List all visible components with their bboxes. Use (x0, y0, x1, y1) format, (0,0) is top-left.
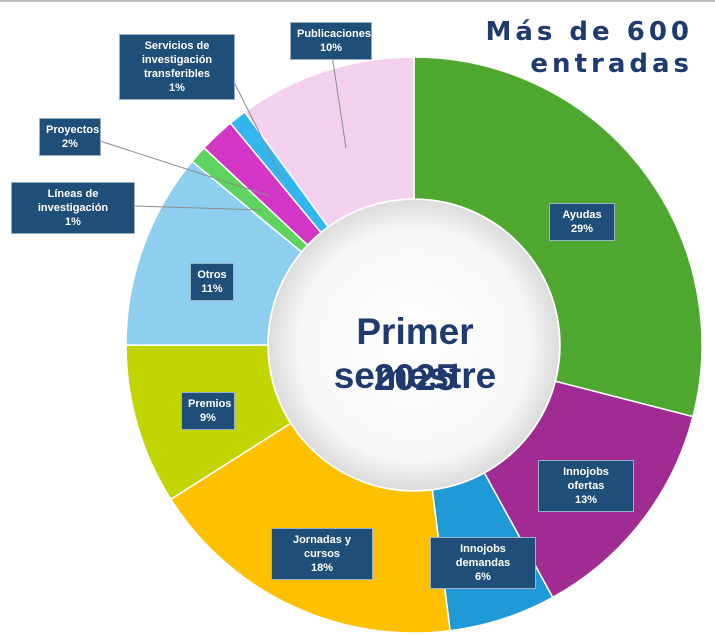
slice-label-lineas-de-investigacion: Líneas de investigación 1% (11, 182, 135, 234)
slice-label-name: Jornadas y cursos (292, 534, 352, 560)
slice-label-name: Innojobs ofertas (563, 466, 609, 492)
slice-label-value: 29% (570, 223, 594, 235)
slice-label-premios: Premios 9% (181, 392, 235, 430)
slice-label-publicaciones: Publicaciones 10% (290, 22, 372, 60)
slice-label-name: Innojobs demandas (455, 543, 511, 569)
slice-label-jornadas-y-cursos: Jornadas y cursos 18% (271, 528, 373, 580)
slice-label-name: Premios (188, 398, 232, 410)
slice-label-name: Publicaciones (297, 28, 371, 40)
donut-hole (269, 200, 559, 490)
slice-label-name: Ayudas (562, 209, 602, 221)
slice-label-innojobs-demandas: Innojobs demandas 6% (430, 537, 536, 589)
slice-label-value: 2% (62, 138, 78, 150)
slice-label-value: 10% (319, 42, 343, 54)
slice-label-value: 18% (310, 562, 334, 574)
slice-label-otros: Otros 11% (190, 263, 234, 301)
center-title-line-1: Primer semestre (333, 311, 497, 396)
leader-line-proyectos (99, 140, 271, 197)
slice-label-name: Líneas de investigación (37, 188, 109, 214)
leader-line-servicios-de-investigacion (233, 81, 284, 181)
headline-line-2: entradas (530, 49, 693, 79)
slice-label-value: 1% (169, 82, 185, 94)
slice-label-servicios-de-investigacion: Servicios de investigación transferibles… (119, 34, 235, 100)
slice-label-proyectos: Proyectos 2% (39, 118, 101, 156)
slice-label-value: 9% (200, 412, 216, 424)
slice-label-innojobs-ofertas: Innojobs ofertas 13% (538, 460, 634, 512)
slice-label-value: 13% (574, 494, 598, 506)
headline-line-1: Más de 600 (485, 17, 693, 47)
slice-label-value: 11% (201, 283, 223, 295)
slice-label-name: Servicios de investigación transferibles (141, 40, 213, 80)
top-divider (0, 0, 715, 2)
leader-line-publicaciones (331, 54, 347, 149)
donut-slice-publicaciones (243, 56, 415, 228)
slice-label-ayudas: Ayudas 29% (549, 203, 615, 241)
slice-label-value: 1% (65, 216, 81, 228)
slice-label-value: 6% (475, 571, 491, 583)
slice-label-name: Proyectos (46, 124, 100, 136)
leader-line-lineas-de-investigacion (134, 205, 263, 211)
center-title-line-2: 2025 (373, 357, 457, 398)
slice-label-name: Otros (197, 269, 227, 281)
